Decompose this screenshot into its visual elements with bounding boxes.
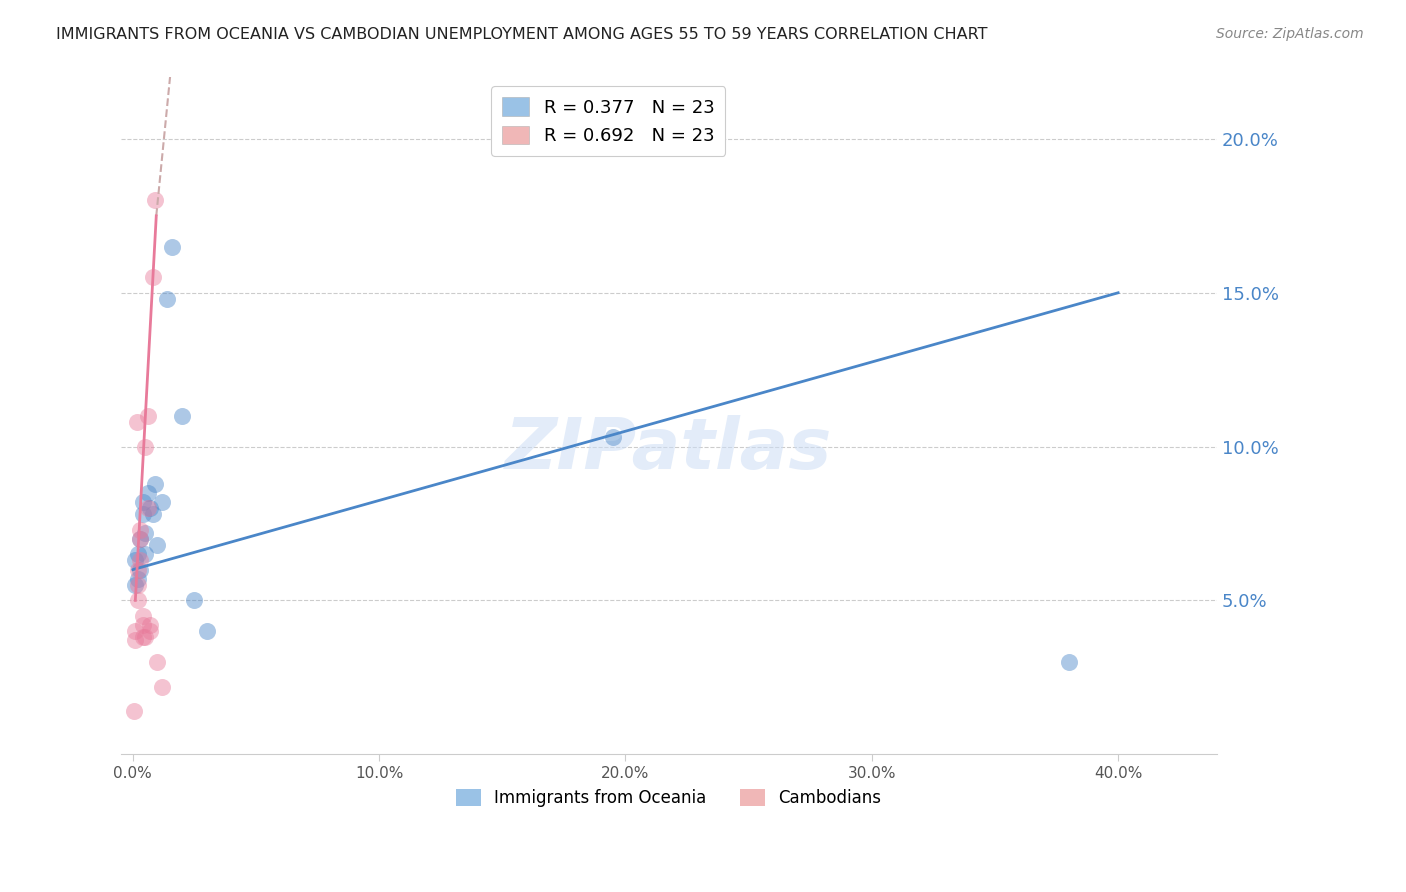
Point bbox=[139, 624, 162, 639]
Point bbox=[136, 409, 159, 423]
Point bbox=[127, 547, 149, 561]
Point bbox=[124, 553, 146, 567]
Point bbox=[152, 680, 174, 694]
Point bbox=[143, 194, 166, 208]
Point bbox=[143, 476, 166, 491]
Point bbox=[134, 547, 156, 561]
Text: IMMIGRANTS FROM OCEANIA VS CAMBODIAN UNEMPLOYMENT AMONG AGES 55 TO 59 YEARS CORR: IMMIGRANTS FROM OCEANIA VS CAMBODIAN UNE… bbox=[56, 27, 988, 42]
Point bbox=[183, 593, 205, 607]
Point bbox=[127, 578, 149, 592]
Text: ZIPatlas: ZIPatlas bbox=[505, 415, 832, 484]
Point bbox=[142, 270, 165, 285]
Point bbox=[139, 618, 162, 632]
Point bbox=[127, 572, 149, 586]
Point bbox=[156, 292, 179, 306]
Point bbox=[127, 593, 149, 607]
Point bbox=[195, 624, 218, 639]
Text: Source: ZipAtlas.com: Source: ZipAtlas.com bbox=[1216, 27, 1364, 41]
Point bbox=[129, 523, 152, 537]
Point bbox=[129, 553, 152, 567]
Point bbox=[136, 485, 159, 500]
Point bbox=[132, 630, 155, 644]
Point bbox=[142, 508, 165, 522]
Point bbox=[132, 495, 155, 509]
Point bbox=[134, 525, 156, 540]
Point bbox=[146, 538, 169, 552]
Point bbox=[134, 440, 156, 454]
Point bbox=[124, 578, 146, 592]
Point bbox=[127, 563, 149, 577]
Point bbox=[129, 532, 152, 546]
Legend: Immigrants from Oceania, Cambodians: Immigrants from Oceania, Cambodians bbox=[450, 782, 889, 814]
Point bbox=[132, 508, 155, 522]
Point bbox=[125, 415, 148, 429]
Point bbox=[172, 409, 194, 423]
Point bbox=[122, 704, 145, 718]
Point bbox=[132, 618, 155, 632]
Point bbox=[134, 630, 156, 644]
Point bbox=[1057, 655, 1080, 669]
Point bbox=[602, 430, 624, 444]
Point bbox=[124, 624, 146, 639]
Point bbox=[162, 239, 184, 253]
Point bbox=[139, 501, 162, 516]
Point bbox=[124, 633, 146, 648]
Point bbox=[136, 501, 159, 516]
Point bbox=[129, 532, 152, 546]
Point bbox=[129, 563, 152, 577]
Point bbox=[152, 495, 174, 509]
Point bbox=[146, 655, 169, 669]
Point bbox=[132, 608, 155, 623]
